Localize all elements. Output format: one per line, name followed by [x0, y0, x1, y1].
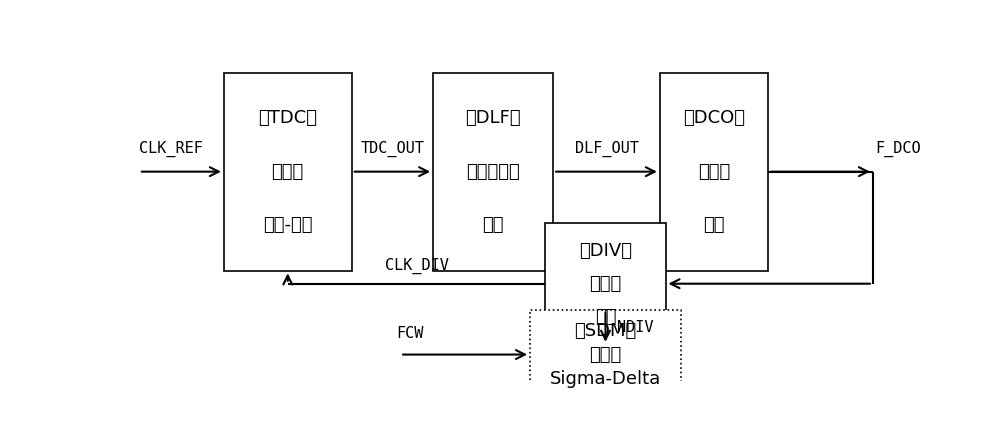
Text: 时间-数字: 时间-数字 — [263, 216, 312, 234]
Text: 调制器: 调制器 — [589, 345, 622, 363]
Bar — [433, 73, 553, 270]
Text: 数字: 数字 — [482, 216, 504, 234]
Bar — [545, 223, 666, 345]
Text: 转换器: 转换器 — [272, 163, 304, 181]
Bar — [224, 73, 352, 270]
Text: （DIV）: （DIV） — [579, 242, 632, 260]
Bar — [530, 310, 681, 399]
Text: DLF_OUT: DLF_OUT — [575, 141, 638, 157]
Text: 数控: 数控 — [703, 216, 725, 234]
Text: NDIV: NDIV — [617, 320, 654, 335]
Text: 分频器: 分频器 — [589, 275, 622, 293]
Text: （TDC）: （TDC） — [258, 109, 317, 127]
Text: TDC_OUT: TDC_OUT — [360, 141, 424, 157]
Text: CLK_DIV: CLK_DIV — [385, 258, 449, 274]
Text: 反馈: 反馈 — [595, 308, 616, 326]
Text: FCW: FCW — [396, 327, 424, 342]
Text: （DLF）: （DLF） — [465, 109, 521, 127]
Text: Sigma-Delta: Sigma-Delta — [550, 370, 661, 388]
Text: （DCO）: （DCO） — [683, 109, 745, 127]
Text: （SDM）: （SDM） — [574, 321, 637, 339]
Bar — [660, 73, 768, 270]
Text: F_DCO: F_DCO — [875, 141, 921, 157]
Text: 振荡器: 振荡器 — [698, 163, 730, 181]
Text: CLK_REF: CLK_REF — [139, 141, 203, 157]
Text: 环路滤波器: 环路滤波器 — [466, 163, 520, 181]
